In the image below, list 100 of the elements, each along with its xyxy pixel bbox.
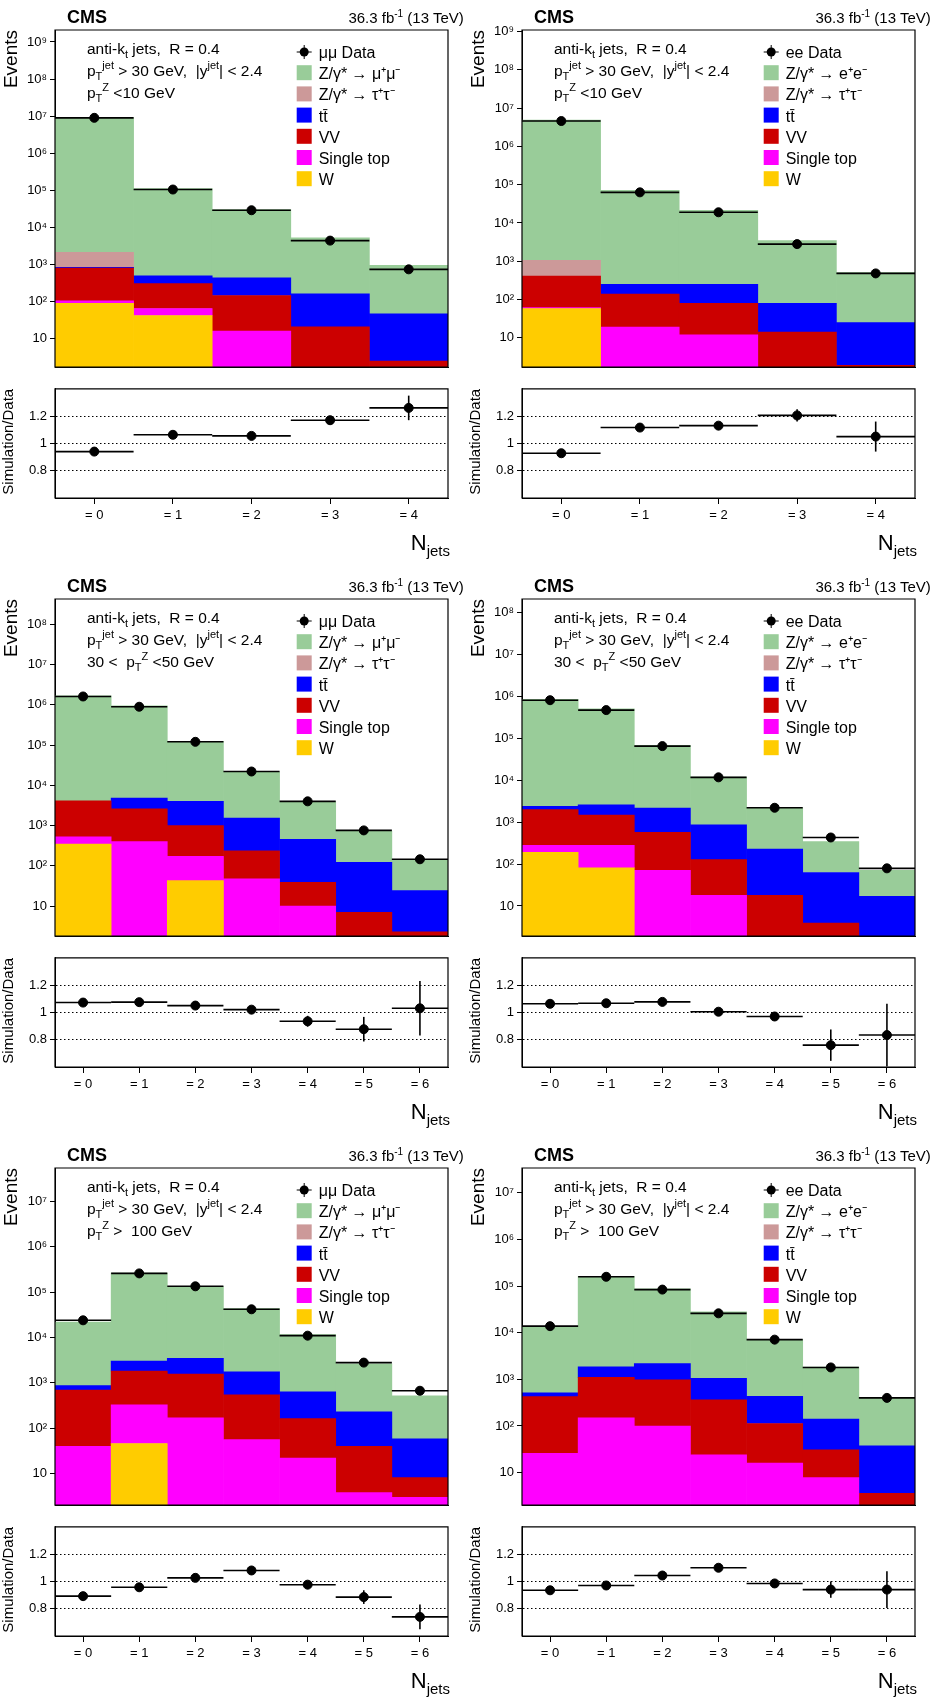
legend-label: VV xyxy=(785,697,808,715)
y-tick-label: 10⁷ xyxy=(494,99,515,115)
y-tick-label: 10⁸ xyxy=(494,61,514,77)
y-tick-label: 10⁷ xyxy=(494,1184,515,1200)
legend-label: Z/γ* → e⁺e⁻ xyxy=(785,1203,867,1221)
x-tick-label: = 1 xyxy=(597,1076,616,1092)
y-tick-label: 0.8 xyxy=(495,462,514,478)
x-tick-label: = 2 xyxy=(653,1645,672,1661)
y-tick-label: 10⁴ xyxy=(26,776,47,792)
x-tick-label: = 4 xyxy=(765,1645,784,1661)
y-tick-label: 10 xyxy=(32,897,47,913)
legend-label: W xyxy=(785,740,802,758)
legend-label: Z/γ* → τ⁺τ⁻ xyxy=(318,655,395,673)
y-tick-label: 0.8 xyxy=(28,1031,47,1047)
x-tick-label: = 0 xyxy=(73,1645,93,1661)
y-tick-label: 1 xyxy=(39,1003,47,1019)
x-tick-label: = 1 xyxy=(130,1645,149,1661)
legend-label: Single top xyxy=(785,150,857,167)
legend-label: μμ Data xyxy=(318,1182,376,1199)
y-tick-label: 10⁵ xyxy=(27,1283,47,1299)
x-tick-label: = 3 xyxy=(242,1076,261,1092)
y-tick-label: 10⁴ xyxy=(493,1324,514,1340)
legend-label: Single top xyxy=(318,150,390,167)
y-axis-title: Events xyxy=(0,1168,21,1227)
legend-label: Z/γ* → e⁺e⁻ xyxy=(785,634,867,652)
y-tick-label: 10 xyxy=(499,1464,514,1480)
x-tick-label: = 2 xyxy=(653,1076,672,1092)
y-tick-label: 10⁹ xyxy=(493,23,514,39)
y-tick-label: 1 xyxy=(506,1003,514,1019)
legend-label: tt̄ xyxy=(318,107,329,125)
legend-label: VV xyxy=(318,128,341,146)
legend-label: Single top xyxy=(318,719,390,736)
y-tick-label: 10 xyxy=(32,1465,47,1481)
chart-title: CMS xyxy=(67,1145,107,1165)
y-tick-label: 1.2 xyxy=(28,976,47,992)
y-tick-label: 10³ xyxy=(495,813,515,829)
y-tick-label: 1.2 xyxy=(495,1545,514,1561)
legend-label: VV xyxy=(785,1266,808,1284)
y-tick-label: 1 xyxy=(39,1572,47,1588)
legend-label: W xyxy=(785,171,802,189)
x-tick-label: = 6 xyxy=(410,1645,430,1661)
y-tick-label: 10² xyxy=(28,857,48,873)
y-tick-label: 10² xyxy=(28,1419,48,1435)
legend-label: μμ Data xyxy=(318,44,376,61)
y-tick-label: 10⁶ xyxy=(27,696,47,712)
x-tick-label: = 2 xyxy=(709,507,728,523)
y-axis-title: Events xyxy=(0,30,21,89)
y-tick-label: 10⁷ xyxy=(27,1193,48,1209)
y-tick-label: 10² xyxy=(495,291,515,307)
x-tick-label: = 3 xyxy=(320,507,340,523)
legend-label: Z/γ* → μ⁺μ⁻ xyxy=(318,65,401,83)
x-tick-label: = 3 xyxy=(709,1645,728,1661)
y-axis-title: Simulation/Data xyxy=(466,388,484,495)
legend-label: W xyxy=(318,1309,335,1327)
y-tick-label: 10⁵ xyxy=(494,176,514,192)
x-tick-label: = 2 xyxy=(186,1645,205,1661)
legend-label: Z/γ* → τ⁺τ⁻ xyxy=(318,86,395,104)
y-tick-label: 10⁷ xyxy=(27,655,48,671)
legend-label: ee Data xyxy=(785,1182,842,1199)
legend-label: Single top xyxy=(318,1288,390,1305)
x-tick-label: = 4 xyxy=(298,1076,317,1092)
legend-label: Z/γ* → τ⁺τ⁻ xyxy=(318,1224,395,1242)
y-tick-label: 10² xyxy=(495,855,515,871)
x-tick-label: = 4 xyxy=(765,1076,784,1092)
y-tick-label: 10 xyxy=(32,330,47,346)
x-tick-label: = 5 xyxy=(821,1076,840,1092)
legend-label: W xyxy=(318,171,335,189)
x-tick-label: = 5 xyxy=(821,1645,840,1661)
legend-label: μμ Data xyxy=(318,613,376,630)
legend-label: tt̄ xyxy=(318,676,329,694)
y-tick-label: 10⁶ xyxy=(27,1238,47,1254)
y-axis-title: Events xyxy=(466,599,488,658)
y-tick-label: 1 xyxy=(506,434,514,450)
y-tick-label: 0.8 xyxy=(495,1031,514,1047)
chart-title: CMS xyxy=(67,7,107,27)
y-tick-label: 10⁶ xyxy=(27,144,47,160)
y-tick-label: 10⁴ xyxy=(26,218,47,234)
x-tick-label: = 6 xyxy=(410,1076,430,1092)
y-tick-label: 10⁷ xyxy=(494,646,515,662)
y-axis-title: Simulation/Data xyxy=(0,388,17,495)
legend-label: Single top xyxy=(785,719,857,736)
legend-label: tt̄ xyxy=(318,1245,329,1263)
y-tick-label: 10⁹ xyxy=(26,33,47,49)
legend-label: Z/γ* → μ⁺μ⁻ xyxy=(318,1203,401,1221)
y-tick-label: 10⁶ xyxy=(494,687,514,703)
y-axis-title: Events xyxy=(466,30,488,89)
x-tick-label: = 0 xyxy=(540,1645,560,1661)
x-tick-label: = 4 xyxy=(399,507,418,523)
legend-label: Single top xyxy=(785,1288,857,1305)
x-tick-label: = 4 xyxy=(298,1645,317,1661)
legend-label: tt̄ xyxy=(785,107,796,125)
legend-label: Z/γ* → τ⁺τ⁻ xyxy=(785,86,862,104)
legend-label: ee Data xyxy=(785,613,842,630)
x-tick-label: = 3 xyxy=(787,507,807,523)
y-axis-title: Events xyxy=(0,599,21,658)
chart-title: CMS xyxy=(67,576,107,596)
y-axis-title: Simulation/Data xyxy=(466,1526,484,1633)
x-tick-label: = 1 xyxy=(163,507,183,523)
y-tick-label: 10⁵ xyxy=(494,1277,514,1293)
y-tick-label: 10² xyxy=(28,293,48,309)
